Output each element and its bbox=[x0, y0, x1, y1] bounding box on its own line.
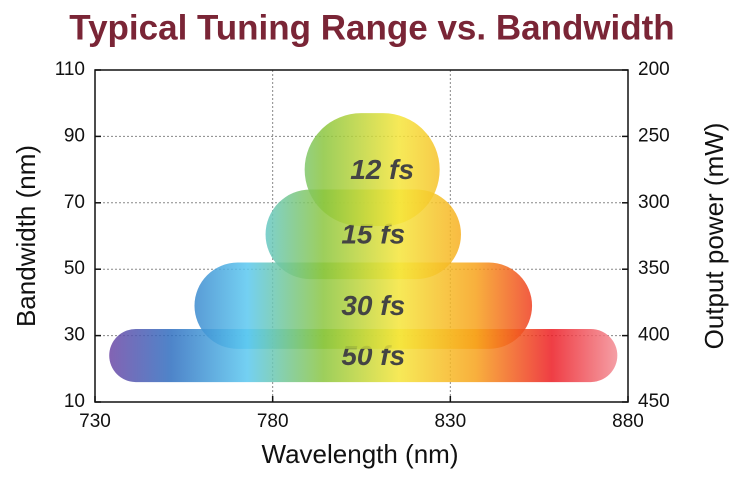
y-tick-label: 110 bbox=[55, 59, 85, 80]
y-tick-label: 10 bbox=[64, 391, 85, 412]
pill-label: 30 fs bbox=[341, 290, 405, 321]
y-tick-label: 70 bbox=[64, 192, 85, 213]
y2-axis-label: Output power (mW) bbox=[699, 123, 729, 350]
range-pill bbox=[194, 262, 533, 349]
x-tick-label: 780 bbox=[257, 411, 289, 432]
y-axis-label: Bandwidth (nm) bbox=[11, 145, 41, 327]
y2-tick-label: 250 bbox=[638, 125, 670, 146]
y-tick-label: 30 bbox=[64, 325, 85, 346]
x-tick-label: 880 bbox=[612, 411, 644, 432]
y2-tick-label: 400 bbox=[638, 325, 670, 346]
pill-label: 12 fs bbox=[350, 154, 414, 185]
y2-tick-label: 200 bbox=[638, 59, 670, 80]
plot-frame bbox=[94, 69, 629, 403]
x-axis-label: Wavelength (nm) bbox=[262, 439, 459, 469]
y-tick-label: 90 bbox=[64, 125, 85, 146]
x-tick-label: 730 bbox=[79, 411, 111, 432]
y2-tick-label: 300 bbox=[638, 192, 670, 213]
y-tick-label: 50 bbox=[64, 258, 85, 279]
x-tick-label: 830 bbox=[434, 411, 466, 432]
range-pill bbox=[304, 113, 440, 227]
chart-title: Typical Tuning Range vs. Bandwidth bbox=[69, 8, 674, 47]
y2-tick-label: 450 bbox=[638, 391, 670, 412]
y2-tick-label: 350 bbox=[638, 258, 670, 279]
